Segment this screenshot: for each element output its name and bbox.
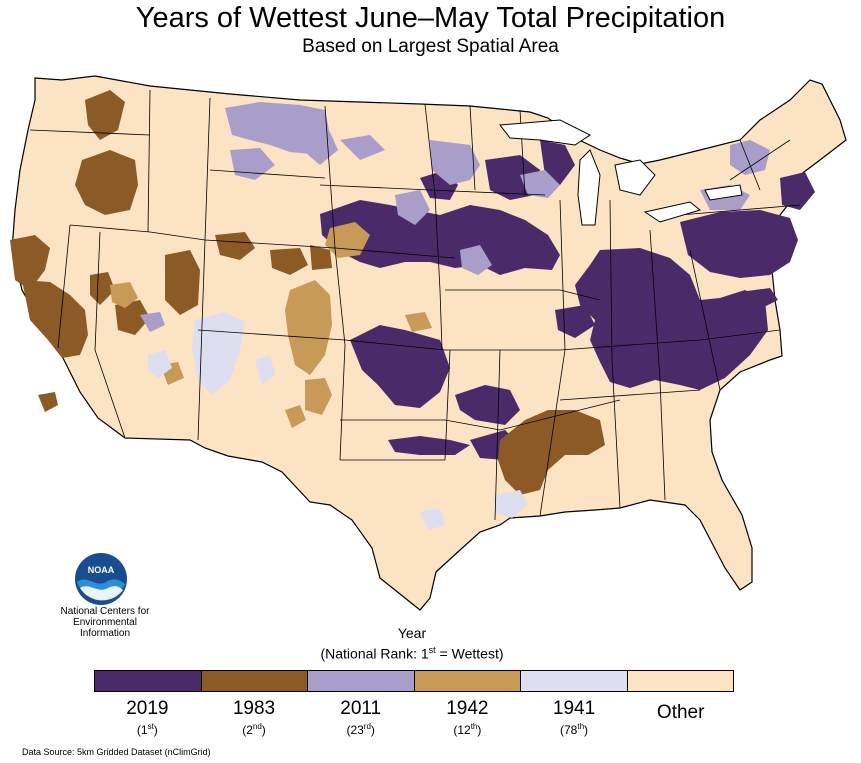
region-2019 bbox=[320, 140, 815, 460]
legend-title: Year (National Rank: 1st = Wettest) bbox=[262, 625, 562, 663]
legend-color-bar bbox=[94, 670, 734, 692]
org-line-3: Information bbox=[79, 628, 131, 639]
org-line-2: Environmental bbox=[73, 617, 137, 628]
legend-label-other: Other bbox=[656, 702, 705, 723]
legend-label-1942: 1942 (12th) bbox=[446, 698, 489, 737]
legend-label-2011: 2011 (23rd) bbox=[340, 698, 382, 737]
org-line-1: National Centers for bbox=[60, 606, 150, 617]
legend-label-2019: 2019 (1st) bbox=[126, 698, 169, 737]
legend-label-1983: 1983 (2nd) bbox=[232, 698, 276, 737]
data-source: Data Source: 5km Gridded Dataset (nClimG… bbox=[22, 747, 211, 757]
legend-heading: Year bbox=[397, 625, 427, 641]
legend-swatch-other bbox=[627, 671, 733, 691]
org-name: National Centers for Environmental Infor… bbox=[40, 606, 170, 639]
map-subtitle: Based on Largest Spatial Area bbox=[302, 36, 559, 57]
us-precipitation-map bbox=[10, 75, 847, 611]
legend-swatch-1941 bbox=[521, 671, 628, 691]
region-1942 bbox=[110, 222, 432, 428]
legend-swatch-1983 bbox=[201, 671, 308, 691]
noaa-logo-text: NOAA bbox=[88, 565, 115, 575]
region-2011 bbox=[140, 102, 770, 332]
legend-subheading: (National Rank: 1st = Wettest) bbox=[320, 645, 504, 662]
legend-swatch-2011 bbox=[308, 671, 415, 691]
map-title: Years of Wettest June–May Total Precipit… bbox=[135, 2, 726, 34]
state-borders bbox=[29, 89, 801, 521]
great-lakes bbox=[499, 119, 743, 226]
noaa-logo: NOAA bbox=[75, 553, 127, 605]
region-1941 bbox=[148, 312, 528, 530]
region-1983 bbox=[10, 90, 605, 495]
legend-labels: 2019 (1st) 1983 (2nd) 2011 (23rd) 1942 (… bbox=[94, 698, 734, 737]
legend-swatch-1942 bbox=[414, 671, 521, 691]
legend-swatch-2019 bbox=[95, 671, 202, 691]
legend-label-1941: 1941 (78th) bbox=[552, 698, 596, 737]
